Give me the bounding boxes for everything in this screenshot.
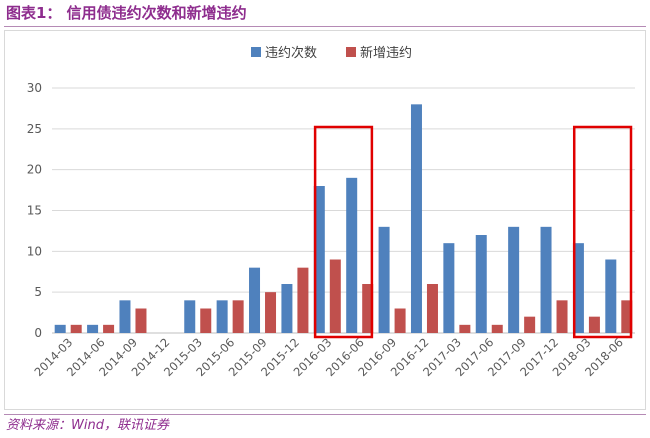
bar-series-0 bbox=[216, 300, 228, 333]
bar-series-0 bbox=[378, 226, 390, 333]
legend: 违约次数 新增违约 bbox=[251, 45, 412, 61]
gridlines bbox=[52, 87, 635, 334]
bar-series-1 bbox=[200, 308, 212, 333]
bar-series-1 bbox=[524, 316, 536, 333]
bar-series-1 bbox=[265, 292, 277, 333]
bar-series-1 bbox=[588, 316, 600, 333]
y-tick-label: 20 bbox=[27, 163, 42, 177]
highlight-boxes bbox=[313, 125, 633, 339]
bars bbox=[54, 104, 633, 333]
bar-series-1 bbox=[70, 324, 82, 333]
chart-frame: 0 5 10 15 20 25 30 2014-03 2014-06 2014-09 2014-1… bbox=[4, 30, 646, 410]
y-tick-label: 5 bbox=[34, 285, 42, 299]
bar-series-0 bbox=[572, 243, 584, 333]
title-divider bbox=[4, 26, 646, 27]
bar-series-1 bbox=[297, 267, 309, 333]
y-tick-label: 25 bbox=[27, 122, 42, 136]
bar-series-0 bbox=[119, 300, 131, 333]
y-axis-ticks: 0 5 10 15 20 25 30 bbox=[27, 81, 42, 340]
highlight-box bbox=[313, 125, 374, 339]
y-tick-label: 0 bbox=[34, 326, 42, 340]
bar-series-1 bbox=[329, 259, 341, 333]
bar-series-0 bbox=[475, 235, 487, 333]
bar-series-0 bbox=[54, 324, 66, 333]
bar-series-0 bbox=[410, 104, 422, 333]
y-tick-label: 30 bbox=[27, 81, 42, 95]
highlight-box bbox=[572, 125, 633, 339]
y-tick-label: 10 bbox=[27, 244, 42, 258]
legend-swatch bbox=[346, 47, 356, 57]
bar-series-1 bbox=[556, 300, 568, 333]
bar-series-1 bbox=[103, 324, 115, 333]
bar-series-1 bbox=[135, 308, 147, 333]
bar-series-0 bbox=[281, 284, 293, 333]
x-axis-ticks: 2014-032014-062014-092014-122015-032015-… bbox=[31, 335, 625, 379]
source-note: 资料来源：Wind，联讯证券 bbox=[6, 418, 169, 433]
bar-series-0 bbox=[313, 186, 325, 333]
figure-title: 图表1： 信用债违约次数和新增违约 bbox=[6, 4, 247, 22]
y-tick-label: 15 bbox=[27, 204, 42, 218]
legend-swatch bbox=[251, 47, 261, 57]
legend-label: 新增违约 bbox=[360, 45, 412, 61]
bar-series-1 bbox=[362, 284, 374, 333]
bar-series-0 bbox=[346, 177, 358, 333]
bar-series-1 bbox=[621, 300, 633, 333]
bar-series-0 bbox=[443, 243, 455, 333]
bar-chart: 0 5 10 15 20 25 30 2014-032014-062014-092014-1… bbox=[27, 45, 635, 379]
bar-series-0 bbox=[508, 226, 520, 333]
legend-label: 违约次数 bbox=[265, 45, 317, 61]
bar-series-0 bbox=[249, 267, 261, 333]
bar-series-1 bbox=[426, 284, 438, 333]
bar-series-1 bbox=[459, 324, 471, 333]
bar-series-1 bbox=[491, 324, 503, 333]
source-divider bbox=[4, 414, 646, 415]
bar-series-0 bbox=[605, 259, 617, 333]
bar-series-0 bbox=[87, 324, 99, 333]
bar-series-1 bbox=[394, 308, 406, 333]
bar-series-1 bbox=[232, 300, 244, 333]
bar-series-0 bbox=[540, 226, 552, 333]
bar-series-0 bbox=[184, 300, 196, 333]
